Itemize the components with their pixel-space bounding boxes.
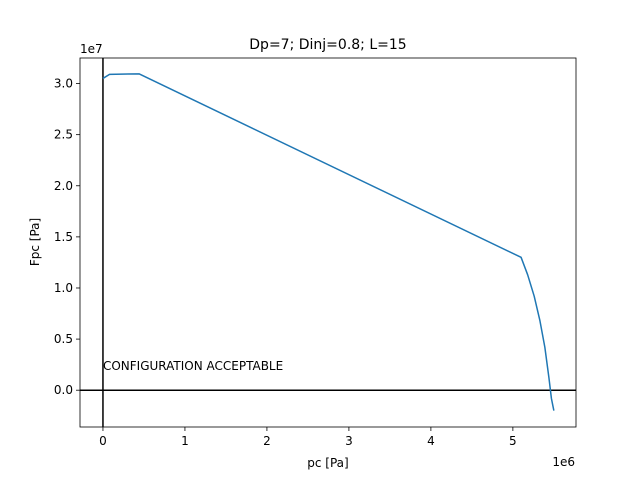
y-tick-label: 0.0 bbox=[54, 383, 73, 397]
y-offset-label: 1e7 bbox=[80, 42, 103, 56]
y-tick-label: 1.0 bbox=[54, 281, 73, 295]
x-tick-label: 5 bbox=[509, 434, 517, 448]
x-tick-label: 4 bbox=[427, 434, 435, 448]
y-tick-label: 1.5 bbox=[54, 230, 73, 244]
y-tick-label: 2.5 bbox=[54, 128, 73, 142]
chart-title: Dp=7; Dinj=0.8; L=15 bbox=[249, 37, 406, 53]
x-axis-label: pc [Pa] bbox=[307, 456, 348, 470]
x-offset-label: 1e6 bbox=[552, 455, 575, 469]
y-tick-label: 2.0 bbox=[54, 179, 73, 193]
x-tick-label: 1 bbox=[181, 434, 189, 448]
series-line-1 bbox=[102, 73, 555, 411]
y-tick-label: 0.5 bbox=[54, 332, 73, 346]
x-tick-label: 2 bbox=[263, 434, 271, 448]
y-axis-label: Fpc [Pa] bbox=[28, 218, 42, 266]
annotation-text: CONFIGURATION ACCEPTABLE bbox=[103, 359, 283, 373]
y-tick-label: 3.0 bbox=[54, 77, 73, 91]
x-tick-label: 0 bbox=[99, 434, 107, 448]
plot-frame bbox=[79, 57, 577, 428]
x-tick-label: 3 bbox=[345, 434, 353, 448]
